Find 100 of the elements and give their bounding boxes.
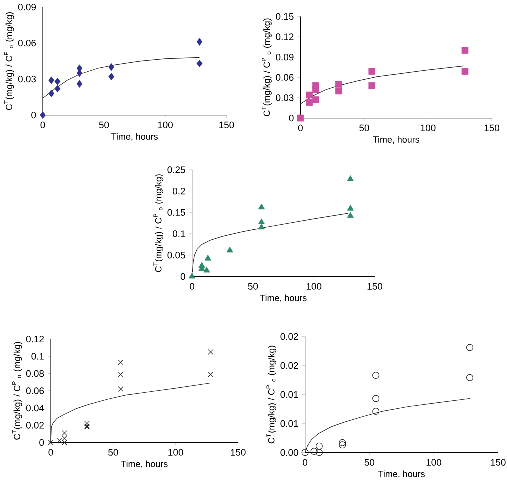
x-tick-label: 50 — [360, 124, 370, 132]
y-tick-label: 0.01 — [280, 420, 298, 428]
y-tick-label: 0 — [32, 112, 36, 119]
y-tick-label: 0.1 — [173, 230, 186, 238]
x-tick-label: 100 — [158, 122, 173, 129]
point — [188, 272, 196, 279]
y-tick-label: 0.12 — [26, 336, 44, 343]
point — [54, 85, 61, 93]
point — [48, 76, 54, 84]
point — [297, 114, 304, 122]
x-tick-label: 150 — [231, 449, 246, 456]
x-tick-label: 150 — [491, 459, 506, 466]
x-tick-label: 150 — [484, 124, 500, 132]
y-tick-label: 0.09 — [276, 54, 294, 61]
point — [339, 439, 346, 446]
x-axis-title: Time, hours — [121, 460, 168, 468]
point — [196, 60, 203, 68]
point — [76, 70, 83, 78]
point — [62, 430, 68, 436]
point — [118, 372, 124, 378]
x-tick-label: 50 — [99, 122, 110, 129]
line-series — [42, 57, 200, 99]
point — [208, 350, 214, 355]
point — [347, 176, 354, 182]
y-tick-label: 0.09 — [18, 4, 36, 11]
x-tick-label: 0 — [48, 449, 54, 456]
y-tick-label: 0.02 — [26, 422, 44, 429]
point — [258, 218, 266, 224]
y-tick-label: 0.00 — [280, 449, 298, 456]
x-tick-label: 150 — [368, 283, 383, 290]
y-tick-label: 0.02 — [280, 362, 298, 370]
y-tick-label: 0.1 — [32, 353, 44, 360]
x-tick-label: 0 — [303, 459, 308, 466]
point — [372, 408, 380, 416]
y-tick-label: 0.06 — [276, 74, 294, 82]
y-tick-label: 0 — [289, 114, 294, 122]
point — [466, 344, 474, 352]
x-axis-title: Time, hours — [378, 470, 425, 478]
point — [48, 90, 54, 98]
point — [310, 448, 318, 456]
point — [196, 38, 203, 46]
point — [372, 372, 380, 380]
point — [306, 92, 314, 99]
y-tick-label: 0.04 — [26, 404, 44, 412]
x-tick-label: 100 — [426, 459, 442, 466]
point — [316, 449, 323, 456]
point — [118, 360, 124, 366]
point — [302, 449, 309, 456]
line-series — [50, 382, 212, 443]
y-tick-label: 0.08 — [26, 370, 44, 378]
y-tick-label: 0 — [180, 273, 186, 280]
point — [462, 68, 469, 75]
point — [108, 73, 114, 81]
y-axis-title: C$^{T}$(mg/kg) / C$^{P}$ $_{o}$ (mg/kg) — [4, 12, 14, 110]
y-axis-title: C$^{T}$(mg/kg) / C$^{P}$ $_{o}$ (mg/kg) — [12, 342, 22, 440]
x-tick-label: 150 — [220, 122, 234, 129]
x-tick-label: 50 — [248, 283, 258, 290]
point — [368, 82, 376, 90]
point — [204, 254, 212, 261]
point — [118, 386, 124, 392]
y-tick-label: 0.06 — [26, 388, 44, 394]
y-tick-label: 0.03 — [276, 94, 294, 102]
x-tick-label: 50 — [364, 459, 375, 466]
point — [368, 68, 376, 75]
point — [54, 78, 61, 86]
x-tick-label: 0 — [190, 283, 195, 290]
point — [208, 372, 214, 378]
x-tick-label: 100 — [421, 124, 436, 132]
point — [40, 111, 46, 120]
y-tick-label: 0.2 — [173, 188, 186, 195]
point — [306, 99, 314, 106]
y-tick-label: 0.12 — [276, 34, 294, 40]
point — [108, 64, 114, 72]
point — [204, 266, 210, 273]
y-axis-title: C$^{T}$(mg/kg) / C$^{P}$ $_{o}$ (mg/kg) — [154, 174, 164, 272]
x-axis-title: Time, hours — [260, 294, 307, 302]
point — [347, 205, 354, 211]
y-tick-label: 0.01 — [280, 391, 298, 398]
x-axis-title: Time, hours — [373, 136, 420, 144]
point — [226, 246, 234, 253]
point — [336, 88, 342, 95]
x-axis-title: Time, hours — [112, 133, 158, 141]
point — [372, 395, 380, 402]
point — [312, 96, 320, 104]
point — [316, 442, 323, 450]
y-tick-label: 0.05 — [168, 252, 186, 259]
y-tick-label: 0.25 — [168, 166, 186, 174]
point — [336, 81, 342, 88]
x-tick-label: 50 — [108, 449, 118, 456]
point — [84, 421, 90, 426]
point — [258, 204, 266, 210]
point — [339, 442, 346, 449]
y-axis-title: C$^{T}$(mg/kg) / C$^{P}$ $_{o}$ (mg/kg) — [262, 18, 272, 116]
y-tick-label: 0.02 — [280, 333, 298, 340]
y-tick-label: 0.15 — [168, 209, 186, 216]
point — [312, 86, 320, 94]
point — [76, 80, 83, 88]
y-tick-label: 0.15 — [276, 13, 294, 20]
x-tick-label: 100 — [168, 449, 184, 456]
y-tick-label: 0 — [40, 439, 44, 446]
